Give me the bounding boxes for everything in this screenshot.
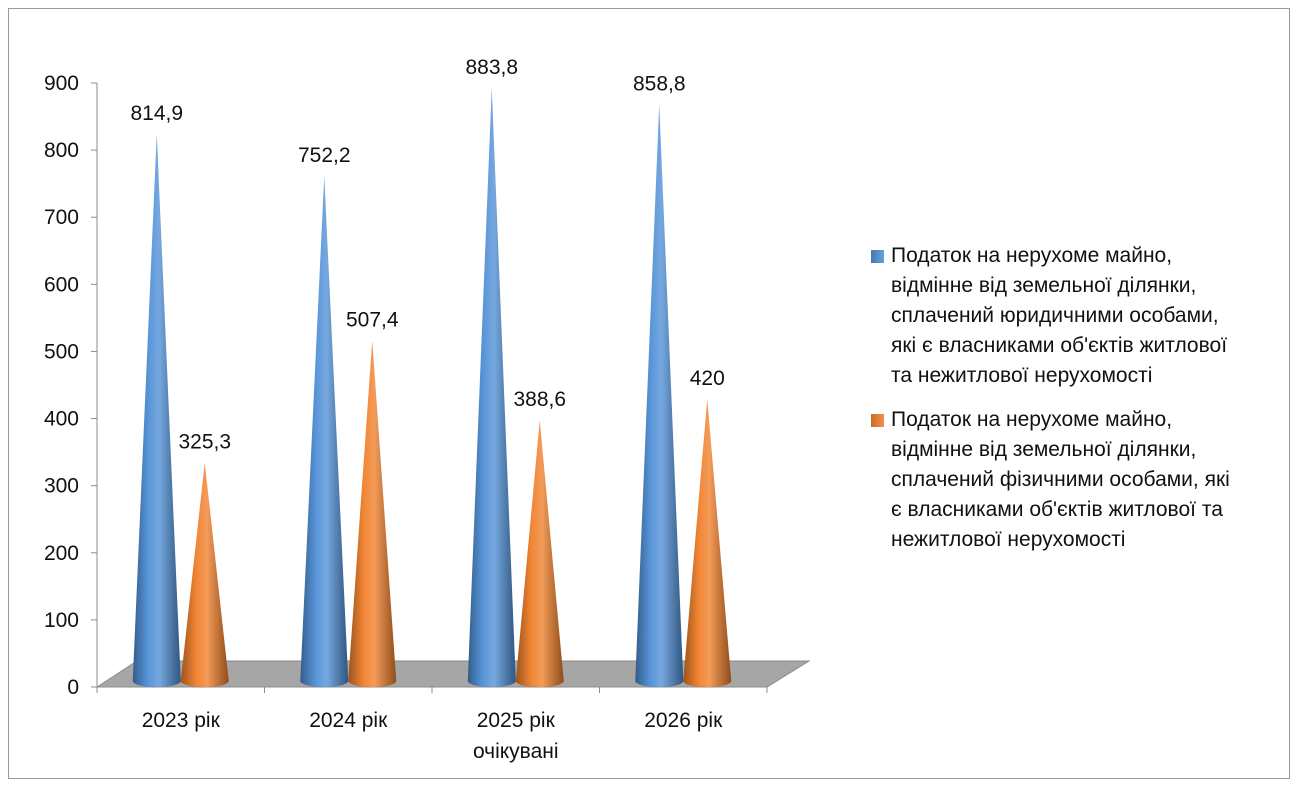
y-tick-label: 600 [44,273,79,296]
y-tick-label: 900 [44,72,79,95]
y-tick-label: 500 [44,340,79,363]
legend-label-individuals: Податок на нерухоме майно, відмінне від з… [891,408,1230,551]
data-label: 507,4 [346,308,399,331]
legend-item-legal-entities: Податок на нерухоме майно, відмінне від з… [871,241,1291,391]
y-tick-label: 200 [44,542,79,565]
cone-mark-individual [180,462,229,687]
y-tick-label: 100 [44,609,79,632]
legend-swatch-orange [871,414,884,427]
y-tick-label: 700 [44,206,79,229]
y-tick-label: 400 [44,408,79,431]
cone-mark-individual [683,399,732,687]
x-tick-label: 2023 рік [142,709,221,732]
legend-swatch-blue [871,250,884,263]
y-tick-label: 300 [44,475,79,498]
cone-mark-legal [635,104,684,687]
data-label: 752,2 [298,144,351,167]
data-label: 883,8 [465,56,518,79]
legend-item-individuals: Податок на нерухоме майно, відмінне від з… [871,405,1291,555]
cone-mark-legal [300,176,349,687]
cone-mark-individual [515,420,564,687]
data-label: 858,8 [633,73,686,96]
chart-plot: 0 100 200 300 400 500 600 700 800 900 2023 рік 814,… [44,56,811,763]
legend-label-legal-entities: Податок на нерухоме майно, відмінне від з… [891,244,1228,387]
cone-mark-individual [348,340,397,687]
cone-mark-legal [132,134,181,687]
cone-mark-legal [467,87,516,687]
data-label: 325,3 [178,431,231,454]
chart-frame: 0 100 200 300 400 500 600 700 800 900 2023 рік 814,… [8,8,1290,779]
x-tick-label: 2024 рік [309,709,388,732]
data-label: 420 [690,367,725,390]
y-tick-label: 0 [67,676,79,699]
data-label: 814,9 [130,102,183,125]
y-tick-label: 800 [44,139,79,162]
x-tick-label: 2026 рік [644,709,723,732]
data-label: 388,6 [513,388,566,411]
legend: Податок на нерухоме майно, відмінне від з… [871,241,1291,569]
x-tick-label: 2025 рік очікувані [473,709,559,763]
